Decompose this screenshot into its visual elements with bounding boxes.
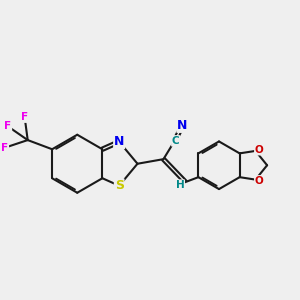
Text: O: O	[255, 145, 263, 155]
Text: H: H	[176, 180, 184, 190]
Text: O: O	[255, 176, 263, 186]
Text: C: C	[172, 136, 179, 146]
Text: S: S	[115, 179, 124, 192]
Text: F: F	[1, 143, 8, 153]
Text: F: F	[4, 121, 11, 131]
Text: F: F	[21, 112, 28, 122]
Text: N: N	[114, 135, 124, 148]
Text: N: N	[177, 119, 188, 132]
